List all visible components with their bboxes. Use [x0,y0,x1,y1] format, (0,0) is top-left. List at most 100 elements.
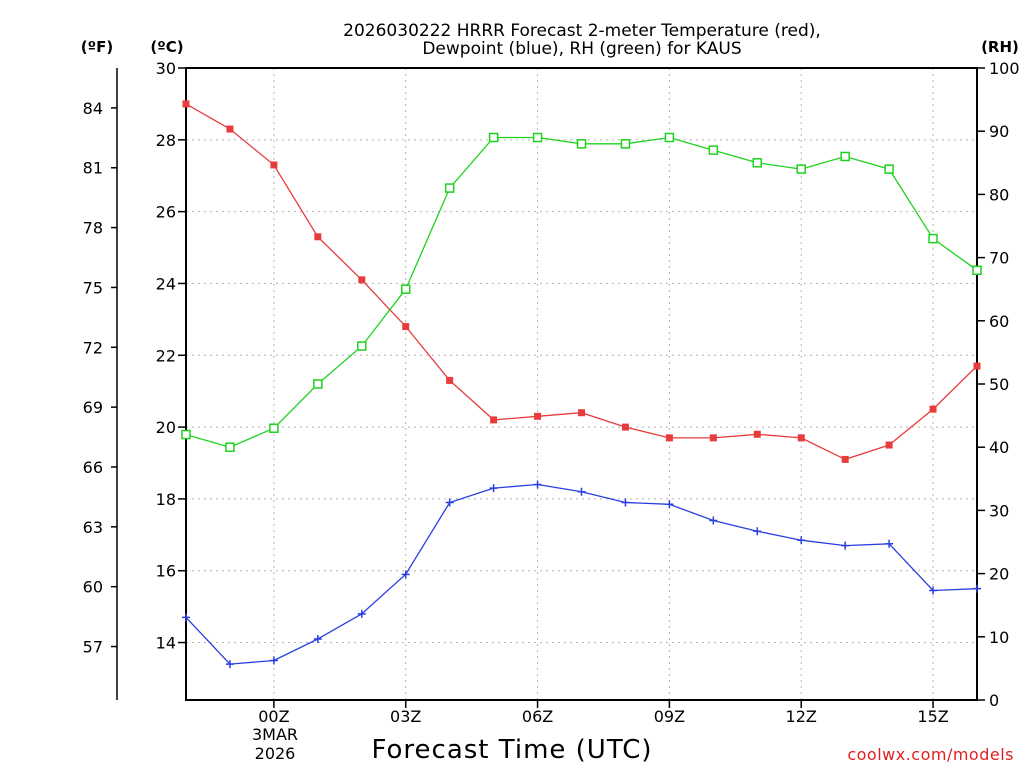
relative-humidity-point [664,132,675,143]
dewpoint-point [313,634,322,643]
x-tick-label: 15Z [917,707,948,726]
rh-tick-label: 30 [989,501,1009,520]
x-axis-title: Forecast Time (UTC) [371,735,652,765]
dewpoint-point [709,516,718,525]
relative-humidity-point [269,423,279,433]
celsius-axis-unit: (ºC) [150,38,183,56]
fahrenheit-tick-label: 72 [83,338,103,357]
dewpoint-point [885,539,894,548]
rh-tick-label: 10 [989,628,1009,647]
chart-title-line-2: Dewpoint (blue), RH (green) for KAUS [422,39,741,59]
rh-tick-label: 90 [989,122,1009,141]
dewpoint-point [182,613,190,622]
rh-tick-label: 50 [989,375,1009,394]
fahrenheit-axis-unit: (ºF) [81,38,113,56]
relative-humidity-point [928,233,938,244]
dewpoint-point [401,570,410,579]
relative-humidity-point [620,139,631,149]
date-label-year: 2026 [255,744,296,763]
2-meter-temperature-point [182,100,190,108]
relative-humidity-point [181,429,191,440]
2-meter-temperature-point [929,405,937,413]
fahrenheit-tick-label: 75 [83,278,103,297]
2-meter-temperature-point [314,233,322,241]
relative-humidity-point [796,164,806,174]
2-meter-temperature-point [270,161,278,169]
fahrenheit-tick-label: 69 [83,398,103,417]
rh-tick-label: 40 [989,438,1009,457]
fahrenheit-tick-label: 57 [83,638,103,657]
dewpoint-point [357,609,366,618]
celsius-tick-label: 24 [156,274,176,293]
2-meter-temperature-point [797,434,805,442]
rh-tick-label: 60 [989,312,1009,331]
relative-humidity-point [313,379,323,389]
relative-humidity-point [357,341,367,351]
celsius-tick-label: 26 [156,203,176,222]
dewpoint-point [269,656,278,665]
celsius-tick-label: 30 [156,59,176,78]
rh-axis-unit: (RH) [981,38,1019,56]
rh-tick-label: 70 [989,249,1009,268]
dewpoint-point [929,586,938,595]
x-tick-label: 09Z [654,707,685,726]
2-meter-temperature-point [841,455,849,463]
2-meter-temperature-point [578,409,585,417]
fahrenheit-tick-label: 81 [83,159,103,178]
dewpoint-point [489,484,498,493]
2-meter-temperature-point [402,323,410,331]
relative-humidity-point [488,132,499,143]
2-meter-temperature-point [621,423,629,431]
fahrenheit-tick-label: 60 [83,578,103,597]
2-meter-temperature-point [490,416,498,424]
2-meter-temperature-point [709,434,717,442]
2-meter-temperature-point [226,125,234,133]
relative-humidity-point [840,151,850,162]
celsius-tick-label: 16 [156,562,176,581]
2-meter-temperature-point [358,276,366,284]
dewpoint-point [225,660,234,669]
2-meter-temperature-point [446,376,454,384]
relative-humidity-point [532,132,543,143]
dewpoint-point [577,487,586,496]
rh-axis: 0 10 20 30 40 50 60 70 80 90 100 [977,59,1020,710]
fahrenheit-tick-label: 63 [83,518,103,537]
celsius-tick-label: 14 [156,634,176,653]
relative-humidity-point [225,442,235,452]
rh-tick-label: 0 [989,691,999,710]
dewpoint-point [753,527,762,536]
credit-label: coolwx.com/models [847,745,1014,764]
dewpoint-point [973,584,981,593]
celsius-tick-label: 18 [156,490,176,509]
celsius-tick-label: 28 [156,131,176,150]
relative-humidity-point [752,158,763,168]
2-meter-temperature-point [973,362,981,370]
dewpoint-point [841,541,850,550]
x-axis: 00Z 03Z 06Z 09Z 12Z 15Z [258,700,949,726]
dewpoint-point [797,536,806,545]
celsius-tick-label: 22 [156,346,176,365]
x-tick-label: 12Z [786,707,817,726]
relative-humidity-point [708,145,719,155]
data-series [181,100,982,669]
relative-humidity-point [576,139,587,149]
fahrenheit-axis: 57 60 63 66 69 72 75 78 81 84 [83,68,118,700]
relative-humidity-point [400,284,411,294]
relative-humidity-point [444,183,455,193]
dewpoint-point [533,480,542,489]
celsius-axis: 14 16 18 20 22 24 26 28 30 [156,59,186,653]
celsius-tick-label: 20 [156,418,176,437]
date-label-day: 3MAR [252,725,298,744]
2-meter-temperature-point [885,441,893,449]
dewpoint-point [665,500,674,509]
relative-humidity-point [972,265,982,275]
fahrenheit-tick-label: 66 [83,458,103,477]
rh-tick-label: 100 [989,59,1020,78]
plot-frame [185,67,978,701]
2-meter-temperature-point [665,434,673,442]
x-tick-label: 03Z [390,707,421,726]
fahrenheit-tick-label: 78 [83,219,103,238]
dewpoint-point [445,498,454,507]
